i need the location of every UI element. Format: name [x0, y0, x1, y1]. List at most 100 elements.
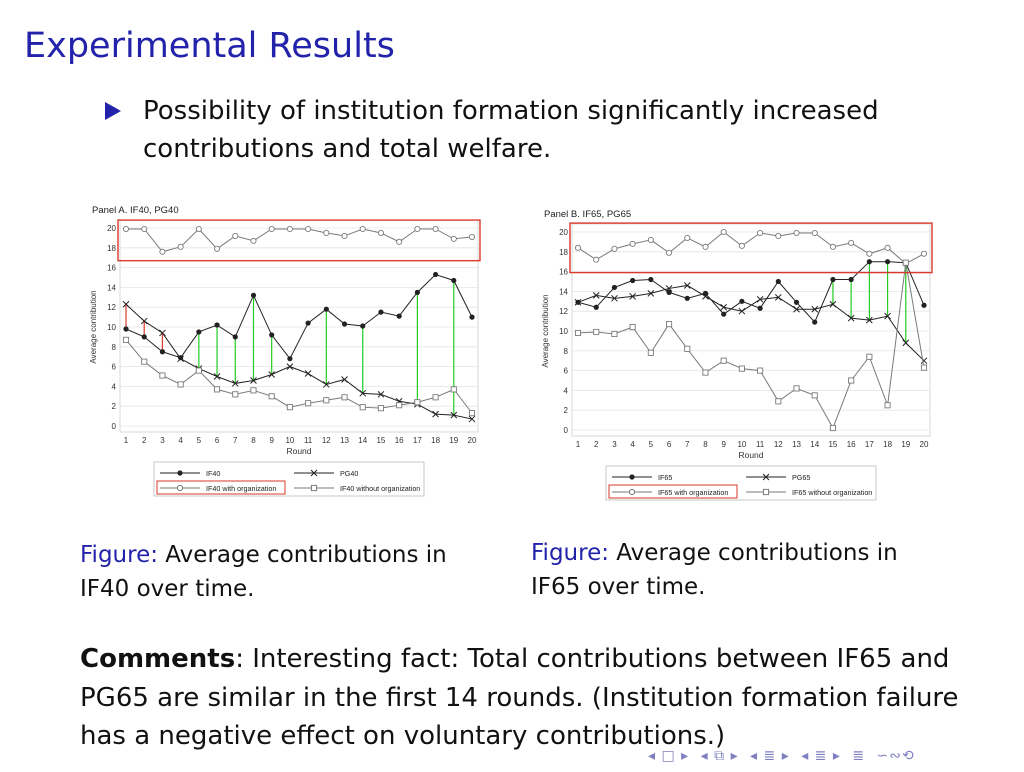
nav-frame-icon[interactable]: ◂ □ ▸	[648, 748, 690, 764]
data-point	[432, 225, 439, 233]
x-tick-label: 7	[233, 436, 238, 445]
x-tick-label: 5	[649, 440, 654, 449]
data-point	[611, 294, 618, 302]
bullet-item: Possibility of institution formation sig…	[105, 92, 903, 168]
data-point	[396, 238, 403, 245]
data-point	[757, 305, 763, 311]
data-point	[268, 225, 275, 233]
caption-label: Figure:	[80, 542, 158, 568]
x-tick-label: 17	[413, 436, 422, 445]
nav-subsection-list-icon[interactable]: ◂ ≣ ▸	[801, 748, 841, 764]
legend-label: IF40	[206, 469, 220, 478]
data-point	[196, 329, 202, 335]
data-point	[286, 404, 293, 411]
data-point	[757, 367, 764, 374]
x-tick-label: 16	[395, 436, 404, 445]
x-tick-label: 12	[774, 440, 783, 449]
x-tick-label: 2	[594, 440, 599, 449]
legend-label: IF40 without organization	[340, 484, 420, 493]
legend-label: PG65	[792, 473, 810, 482]
data-point	[414, 225, 421, 233]
x-tick-label: 2	[142, 436, 147, 445]
data-point	[630, 277, 636, 284]
y-tick-label: 4	[112, 382, 117, 391]
data-point	[793, 305, 800, 313]
y-axis-label: Average contribution	[89, 290, 98, 363]
chart-title: Panel B. IF65, PG65	[544, 209, 631, 220]
nav-search-icon[interactable]: ∽∾⟲	[876, 748, 915, 764]
data-point	[250, 377, 257, 384]
data-point	[593, 328, 600, 336]
data-point	[377, 229, 384, 237]
nav-align-icon[interactable]: ≣	[852, 748, 866, 764]
plot-area	[119, 219, 479, 433]
x-tick-label: 16	[847, 440, 856, 449]
y-tick-label: 6	[564, 367, 569, 376]
data-point	[866, 353, 873, 360]
data-point	[611, 284, 618, 291]
data-point	[884, 259, 891, 265]
data-point	[666, 249, 673, 256]
bullet-text: Possibility of institution formation sig…	[143, 96, 879, 164]
data-point	[141, 225, 148, 233]
x-tick-label: 4	[178, 436, 183, 445]
x-tick-label: 18	[883, 440, 892, 449]
data-point	[574, 298, 582, 306]
data-point	[793, 229, 800, 237]
data-point	[305, 400, 312, 407]
data-point	[574, 329, 582, 337]
data-point	[195, 225, 202, 233]
data-point	[141, 334, 147, 340]
data-point	[341, 394, 348, 401]
data-point	[341, 376, 348, 383]
data-point	[811, 392, 818, 399]
data-point	[378, 309, 384, 315]
series-line-2	[126, 228, 473, 253]
y-tick-label: 18	[559, 248, 568, 257]
data-point	[629, 240, 636, 247]
data-point	[683, 282, 691, 289]
nav-section-icon[interactable]: ◂ ≣ ▸	[750, 748, 790, 764]
data-point	[811, 305, 819, 313]
x-tick-label: 9	[721, 440, 726, 449]
slide-title: Experimental Results	[24, 26, 395, 66]
data-point	[593, 256, 600, 263]
data-point	[684, 234, 691, 241]
x-tick-label: 10	[737, 440, 746, 449]
y-tick-label: 8	[112, 343, 117, 352]
data-point	[286, 225, 293, 233]
y-tick-label: 2	[564, 406, 569, 415]
x-tick-label: 1	[576, 440, 581, 449]
data-point	[268, 393, 275, 400]
data-point	[323, 229, 330, 237]
legend-marker	[310, 484, 318, 492]
data-point	[629, 292, 636, 300]
data-point	[648, 276, 654, 283]
y-axis-label: Average contribution	[541, 294, 550, 367]
chart-title: Panel A. IF40, PG40	[92, 205, 179, 216]
y-tick-label: 2	[112, 402, 117, 411]
data-point	[304, 370, 312, 377]
data-point	[757, 229, 764, 237]
legend	[153, 461, 425, 497]
x-tick-label: 3	[612, 440, 617, 449]
x-tick-label: 3	[160, 436, 165, 445]
data-point	[359, 389, 367, 397]
legend-highlight-box	[608, 484, 738, 499]
y-tick-label: 4	[564, 386, 569, 395]
series-line-2	[577, 231, 925, 265]
y-tick-label: 16	[107, 264, 116, 273]
y-tick-label: 14	[559, 287, 568, 296]
caption-label: Figure:	[531, 540, 609, 566]
x-tick-label: 11	[304, 436, 313, 445]
x-tick-label: 6	[667, 440, 672, 449]
data-point	[775, 398, 782, 405]
data-point	[775, 278, 781, 285]
legend-marker	[628, 488, 636, 496]
highlight-box	[117, 219, 481, 262]
data-point	[756, 295, 764, 303]
nav-subsection-icon[interactable]: ◂ ⧉ ▸	[700, 748, 739, 764]
x-tick-label: 8	[251, 436, 256, 445]
